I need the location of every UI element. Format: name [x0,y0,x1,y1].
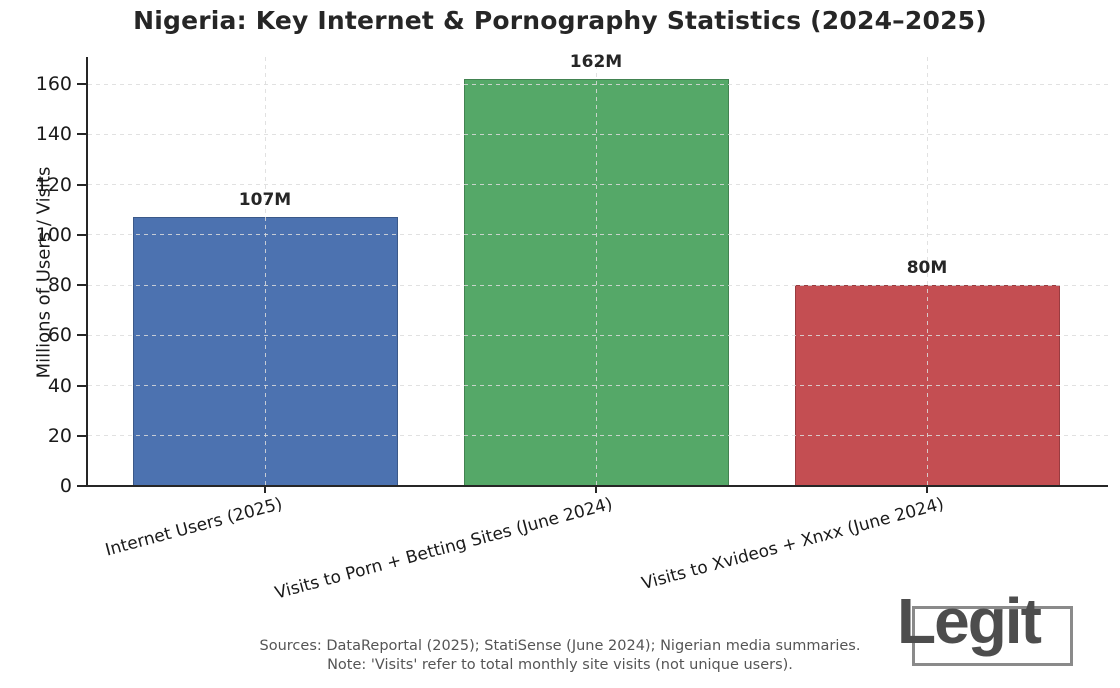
bar-value-label: 162M [569,51,623,72]
x-tick-mark [595,487,597,493]
y-tick-label: 160 [35,73,72,95]
bar-value-label: 80M [906,258,948,278]
bar-value-label: 107M [238,190,292,211]
y-tick-label: 20 [47,424,72,447]
y-tick-mark [77,384,87,387]
y-tick-mark [77,83,87,85]
y-tick-mark [77,183,87,186]
gridline-horizontal [88,435,1108,437]
y-tick-mark [77,334,87,337]
y-tick-label: 100 [35,223,72,246]
gridline-vertical [595,57,597,486]
y-tick-label: 0 [59,475,72,497]
x-tick-mark [264,487,266,493]
legit-logo-text: Legit [897,585,1042,657]
x-tick-label: Visits to Xvideos + Xnxx (June 2024) [639,494,947,595]
legit-logo-frame [912,606,1073,666]
y-tick-label: 60 [47,324,72,347]
gridline-vertical [926,57,928,486]
gridline-horizontal [88,83,1108,85]
y-tick-label: 40 [47,374,72,397]
y-tick-label: 80 [47,274,72,296]
y-tick-mark [77,434,87,437]
y-tick-label: 140 [35,123,72,146]
y-axis-spine [86,57,88,487]
y-tick-mark [77,284,87,286]
gridline-vertical [264,57,266,486]
x-tick-mark [926,487,928,493]
y-tick-label: 120 [35,173,72,196]
y-tick-mark [77,233,87,236]
footer-notes: Sources: DataReportal (2025); StatiSense… [0,637,1120,675]
note-line: Note: 'Visits' refer to total monthly si… [327,657,793,673]
gridline-horizontal [88,184,1108,185]
chart-title: Nigeria: Key Internet & Pornography Stat… [133,6,987,35]
y-tick-mark [77,485,87,487]
x-tick-label: Visits to Porn + Betting Sites (June 202… [273,494,616,604]
gridline-horizontal [88,234,1108,236]
legit-logo: Legit [895,585,1110,678]
x-axis-spine [86,485,1108,487]
y-tick-mark [77,133,87,136]
gridline-horizontal [88,334,1108,336]
sources-line: Sources: DataReportal (2025); StatiSense… [259,638,861,654]
gridline-horizontal [88,385,1108,386]
gridline-horizontal [88,133,1108,135]
gridline-horizontal [88,284,1108,286]
x-tick-label: Internet Users (2025) [102,494,285,561]
